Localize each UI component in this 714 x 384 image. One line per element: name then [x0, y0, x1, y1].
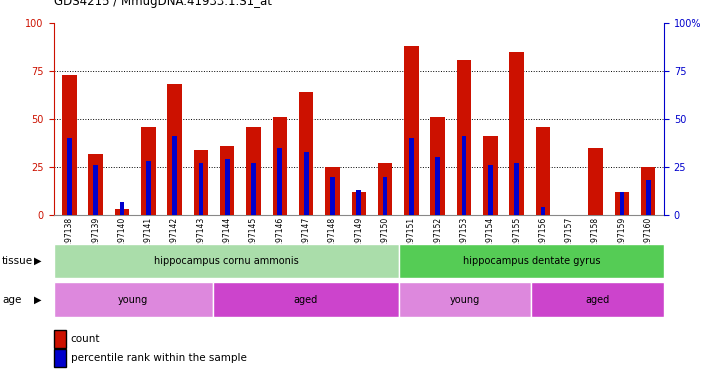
Bar	[483, 136, 498, 215]
Bar	[404, 46, 418, 215]
Bar	[54, 244, 398, 278]
Bar	[172, 136, 177, 215]
Bar	[303, 152, 308, 215]
Bar	[431, 117, 445, 215]
Bar	[193, 150, 208, 215]
Bar	[278, 148, 282, 215]
Bar	[225, 159, 230, 215]
Bar	[62, 75, 76, 215]
Bar	[531, 282, 664, 317]
Bar	[462, 136, 466, 215]
Text: aged: aged	[293, 295, 318, 305]
Text: ▶: ▶	[34, 256, 42, 266]
Bar	[251, 163, 256, 215]
Text: tissue: tissue	[2, 256, 34, 266]
Bar	[167, 84, 182, 215]
Text: young: young	[450, 295, 480, 305]
Bar	[615, 192, 629, 215]
Bar	[378, 163, 392, 215]
Bar	[356, 190, 361, 215]
Bar	[89, 154, 103, 215]
Bar	[299, 92, 313, 215]
Bar	[246, 127, 261, 215]
Text: age: age	[2, 295, 21, 305]
Text: young: young	[118, 295, 149, 305]
Bar	[67, 138, 71, 215]
Bar	[409, 138, 414, 215]
Bar	[540, 207, 545, 215]
Text: GDS4215 / MmugDNA.41933.1.S1_at: GDS4215 / MmugDNA.41933.1.S1_at	[54, 0, 271, 8]
Bar	[146, 161, 151, 215]
Bar	[620, 192, 624, 215]
Bar	[326, 167, 340, 215]
Text: aged: aged	[585, 295, 610, 305]
Text: hippocampus dentate gyrus: hippocampus dentate gyrus	[463, 256, 600, 266]
Text: hippocampus cornu ammonis: hippocampus cornu ammonis	[154, 256, 298, 266]
Bar	[213, 282, 398, 317]
Bar	[488, 165, 493, 215]
Bar	[273, 117, 287, 215]
Bar	[536, 127, 550, 215]
Bar	[457, 60, 471, 215]
Bar	[330, 177, 335, 215]
Bar	[141, 127, 156, 215]
Bar	[436, 157, 440, 215]
Bar	[383, 177, 388, 215]
Text: ▶: ▶	[34, 295, 42, 305]
Bar	[198, 163, 203, 215]
Text: count: count	[71, 334, 100, 344]
Text: percentile rank within the sample: percentile rank within the sample	[71, 353, 246, 363]
Bar	[351, 192, 366, 215]
Bar	[641, 167, 655, 215]
Bar	[509, 52, 524, 215]
Bar	[115, 209, 129, 215]
Bar	[398, 244, 664, 278]
Bar	[646, 180, 650, 215]
Bar	[398, 282, 531, 317]
Bar	[514, 163, 519, 215]
Bar	[588, 148, 603, 215]
Bar	[220, 146, 234, 215]
Bar	[120, 202, 124, 215]
Bar	[54, 282, 213, 317]
Bar	[94, 165, 98, 215]
